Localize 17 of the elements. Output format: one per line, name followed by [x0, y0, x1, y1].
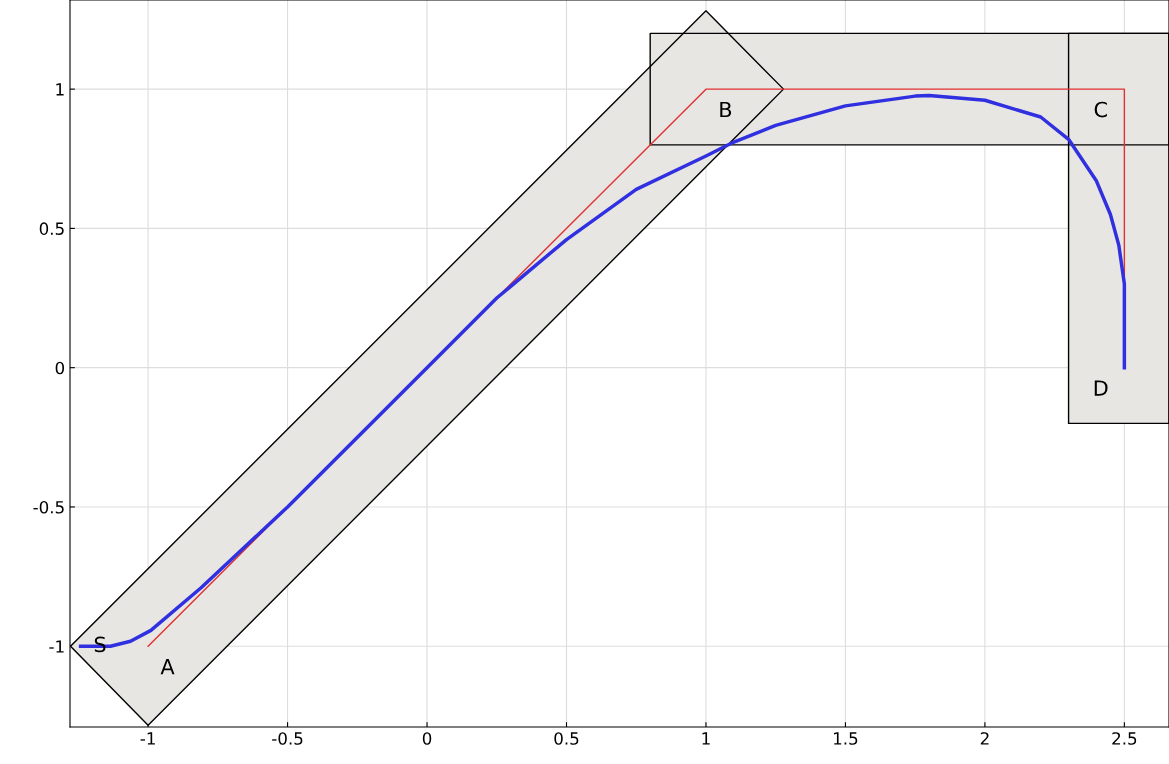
annotation: D: [1094, 380, 1108, 396]
x-tick-label: 0.5: [554, 732, 579, 745]
annotation: B: [720, 101, 732, 118]
x-tick-label: -1: [140, 732, 155, 745]
x-tick-label: -0.5: [272, 732, 303, 745]
x-tick-label: 1.5: [834, 732, 858, 745]
y-tick-label: 0: [55, 361, 65, 375]
x-tick-label: 2.5: [1112, 732, 1137, 745]
y-tick-label: 0.5: [39, 222, 64, 235]
x-tick-label: 2: [980, 732, 989, 745]
y-tick-label: 1: [56, 83, 64, 96]
annotation: C: [1094, 101, 1107, 118]
x-tick-label: 1: [702, 732, 710, 745]
x-tick-label: 0: [422, 732, 432, 745]
y-tick-label: -0.5: [33, 500, 64, 514]
y-tick-label: -1: [49, 640, 64, 653]
annotation: A: [160, 659, 175, 675]
